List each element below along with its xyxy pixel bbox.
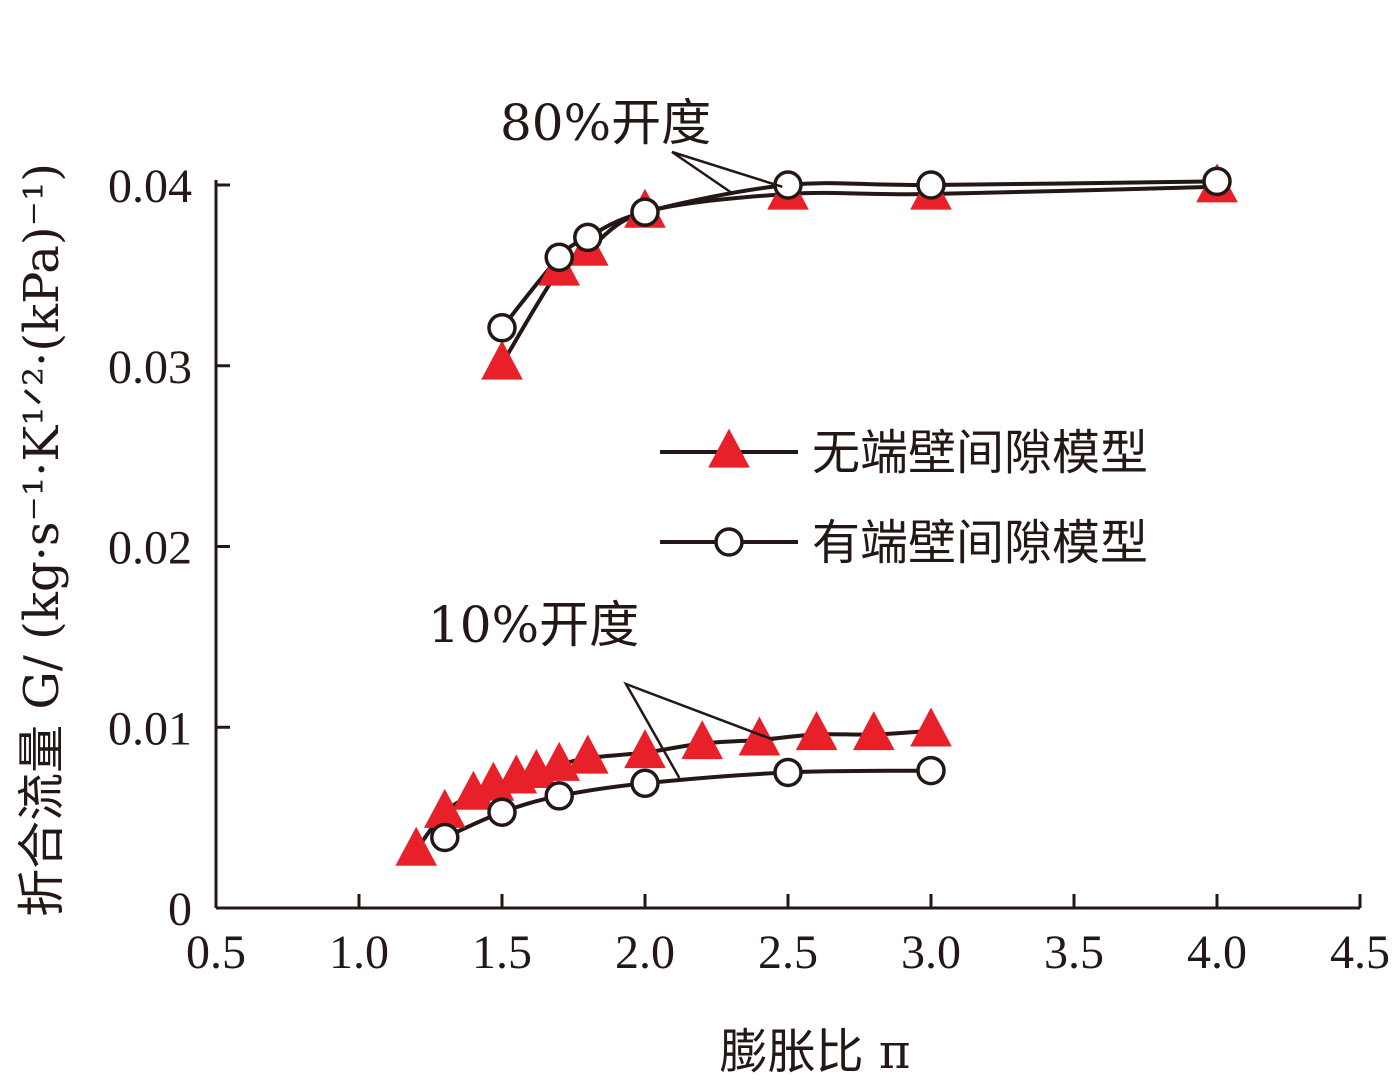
triangle-point: [852, 711, 895, 751]
y-tick-label: 0.02: [108, 522, 192, 575]
circle-point: [630, 197, 660, 227]
x-tick-label: 4.5: [1330, 926, 1390, 979]
triangle-point: [481, 340, 523, 380]
triangle-point: [910, 707, 952, 747]
legend-circle-icon: [714, 527, 744, 557]
annotations: 80%开度 10%开度: [428, 94, 783, 779]
circle-point: [916, 170, 946, 200]
x-tick-label: 2.5: [758, 926, 818, 979]
y-tick-label: 0.01: [108, 702, 192, 755]
series-line: [500, 179, 1218, 330]
circle-point: [430, 822, 460, 853]
x-tick-label: 4.0: [1187, 926, 1247, 979]
circle-point: [573, 222, 603, 253]
x-tick-label: 3.0: [901, 926, 961, 979]
x-tick-label: 1.0: [329, 926, 389, 979]
x-tick-label: 1.5: [472, 926, 532, 979]
circle-point: [916, 755, 946, 786]
triangle-point: [795, 711, 838, 751]
series-line: [500, 184, 1218, 365]
x-tick-label: 2.0: [615, 926, 675, 979]
y-tick-label: 0.03: [108, 341, 192, 394]
circle-point: [487, 797, 517, 827]
circle-point: [544, 242, 574, 273]
circle-point: [1202, 166, 1232, 197]
annotation-10-leader: [623, 681, 775, 779]
ticks: 0.5 1.0 1.5 2.0 2.5 3.0 3.5 4.0 4.5 0 0.01 0.02 0.03…: [108, 160, 1390, 979]
annotation-80-leader: [671, 150, 783, 194]
circle-point: [630, 768, 660, 799]
triangle-point: [395, 826, 438, 866]
legend-label: 有端壁间隙模型: [812, 515, 1148, 571]
triangle-point: [738, 716, 781, 756]
triangle-point: [566, 734, 609, 774]
series-layer: [395, 163, 1238, 866]
annotation-10-label: 10%开度: [428, 596, 639, 654]
annotation-80-label: 80%开度: [500, 94, 711, 152]
x-tick-label: 0.5: [186, 926, 246, 979]
y-tick-label: 0: [168, 883, 192, 936]
circle-point: [544, 781, 574, 811]
circle-point: [773, 757, 803, 788]
legend-triangle-icon: [708, 428, 750, 468]
y-axis-title: 折合流量 G/ (kg·s⁻¹·K¹ᐟ²·(kPa)⁻¹): [14, 163, 70, 917]
x-tick-label: 3.5: [1044, 926, 1104, 979]
y-tick-label: 0.04: [108, 160, 192, 213]
triangle-point: [681, 720, 724, 760]
circle-point: [487, 313, 517, 343]
legend-label: 无端壁间隙模型: [812, 425, 1148, 481]
triangle-point: [624, 729, 666, 769]
x-axis-title: 膨胀比 π: [720, 1024, 911, 1080]
